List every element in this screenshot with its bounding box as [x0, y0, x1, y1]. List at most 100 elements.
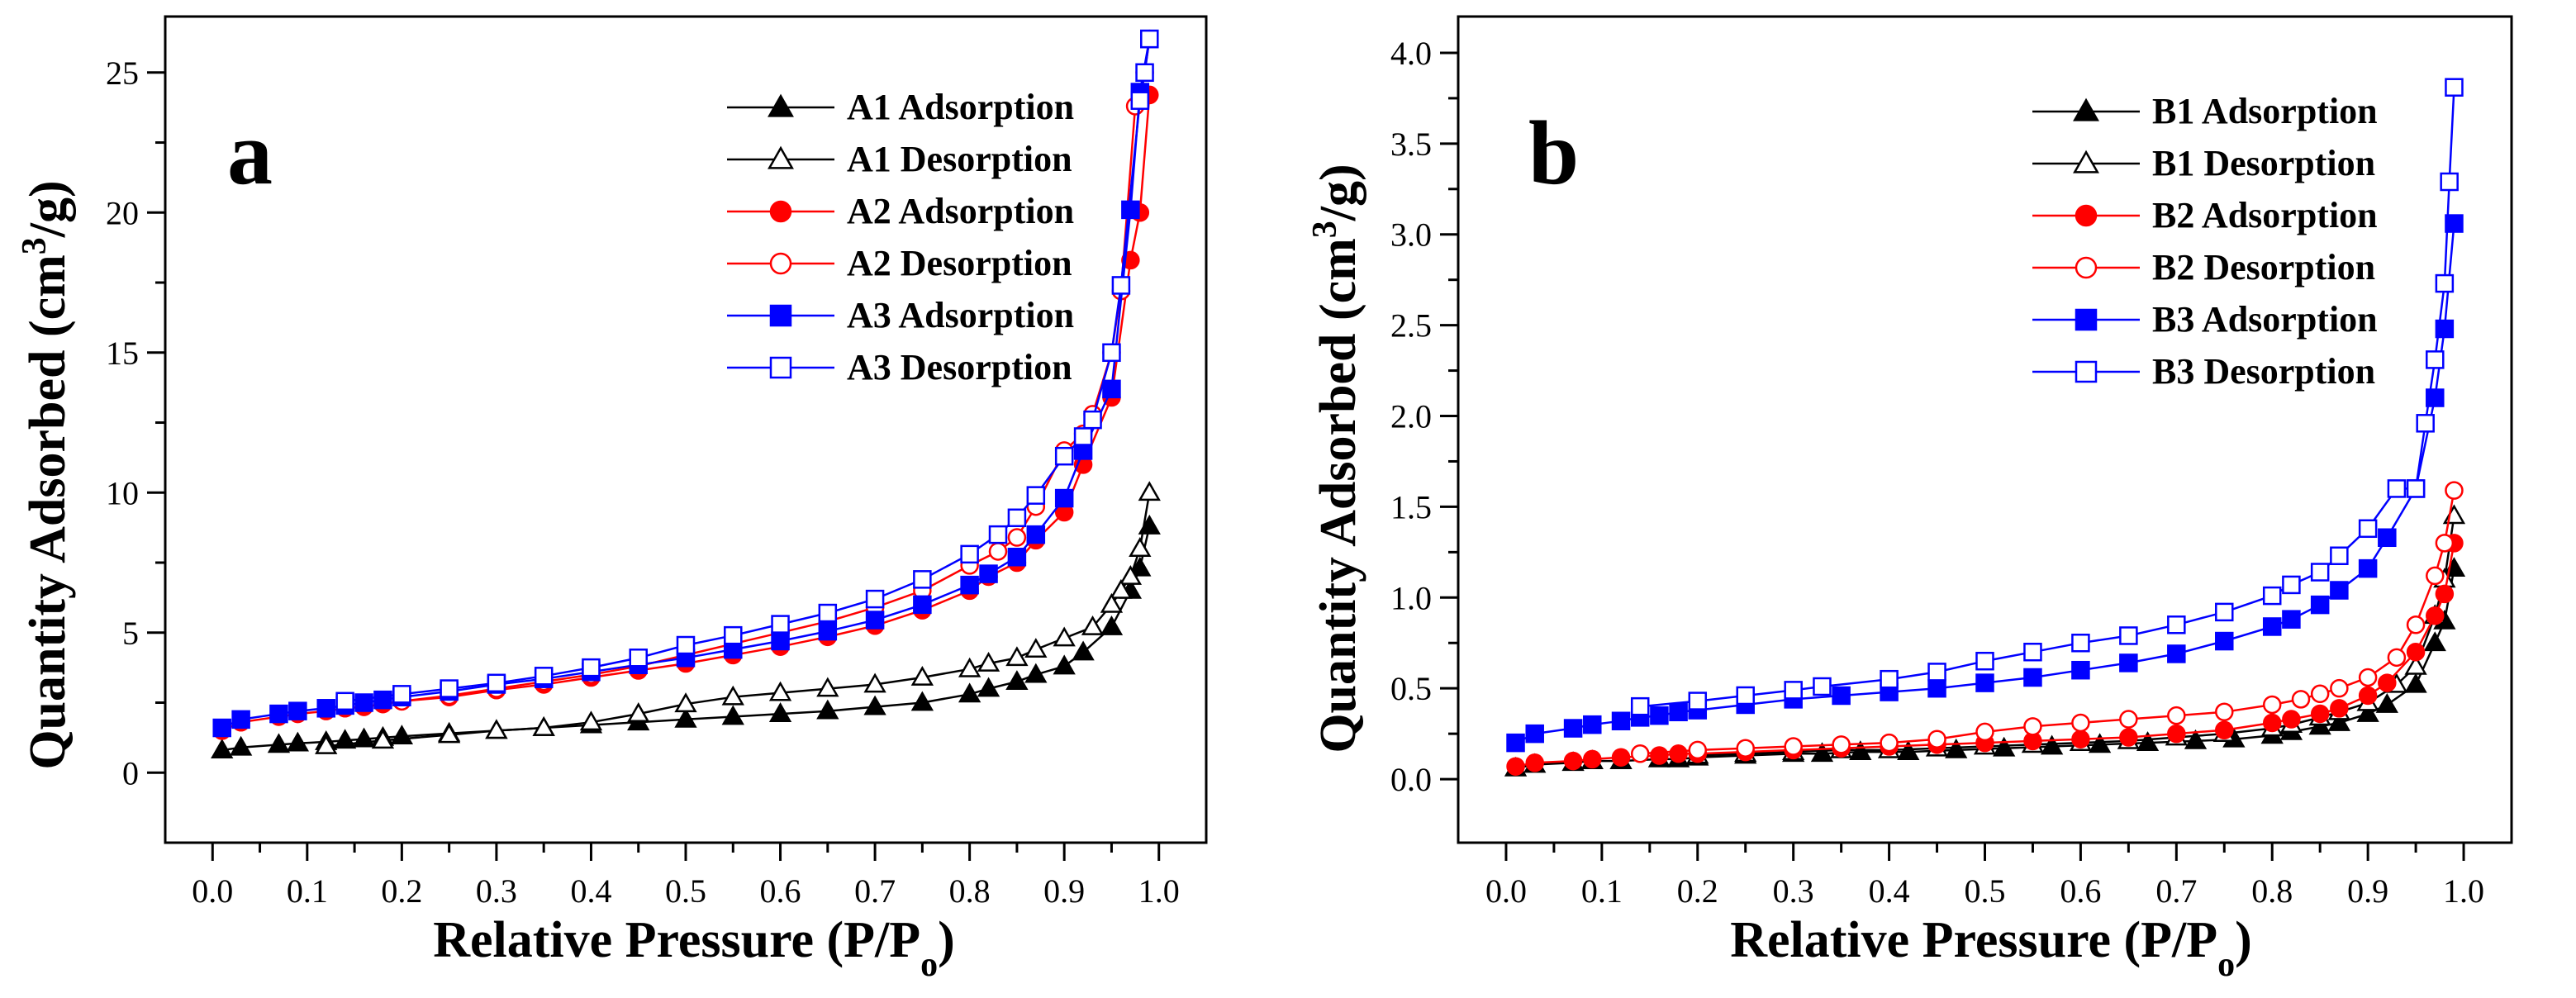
data-point-a3-desorption	[1026, 486, 1046, 505]
data-point-b3-adsorption	[2330, 581, 2349, 600]
data-point-b1-adsorption	[2327, 710, 2351, 731]
data-point-b3-desorption	[2445, 78, 2464, 97]
data-point-b3-adsorption	[2310, 595, 2330, 615]
data-point-b3-desorption	[2330, 546, 2349, 565]
data-point-a3-desorption	[1130, 91, 1150, 110]
data-point-b3-desorption	[2387, 479, 2407, 498]
data-point-b2-desorption	[1832, 735, 1851, 754]
x-tick-label: 0.9	[2347, 872, 2388, 910]
data-point-a1-desorption	[1024, 638, 1048, 658]
data-point-a3-desorption	[1073, 427, 1093, 446]
panel-b-axes: 0.0 0.1 0.2 0.3 0.4 0.5 0.6 0.7 0.8 0.9 1.0 0.0 0.5 1…	[1390, 15, 2513, 910]
x-tick-label: 0.3	[476, 872, 517, 910]
x-tick-label: 0.3	[1773, 872, 1814, 910]
data-point-a1-desorption	[1129, 537, 1152, 557]
data-point-a3-adsorption	[1026, 525, 1046, 544]
data-point-a1-adsorption	[910, 691, 934, 711]
data-point-a3-desorption	[1102, 343, 1121, 363]
data-point-b2-desorption	[2358, 668, 2378, 687]
data-point-b3-adsorption	[2282, 610, 2301, 629]
y-tick-label: 4.0	[1390, 35, 1432, 72]
data-point-a1-desorption	[579, 710, 603, 731]
x-tick-label: 0.6	[2060, 872, 2101, 910]
data-point-b1-adsorption	[1897, 740, 1920, 760]
legend-label-b3-desorption: B3 Desorption	[2152, 351, 2375, 392]
data-point-b1-adsorption	[1945, 738, 1968, 758]
panel-b-x-axis-label: Relative Pressure (P/Po)	[1730, 912, 2252, 984]
data-point-a1-adsorption	[229, 735, 253, 756]
data-point-b3-desorption	[1813, 677, 1832, 696]
y-tick-label: 20	[106, 194, 139, 231]
data-point-b3-desorption	[1975, 651, 1994, 671]
data-point-a3-desorption	[960, 544, 979, 564]
data-point-a1-adsorption	[721, 705, 744, 725]
x-tick-label: 0.0	[1485, 872, 1527, 910]
y-tick-label: 10	[106, 474, 139, 511]
data-point-b2-desorption	[2071, 713, 2090, 733]
data-point-b3-adsorption	[1650, 706, 1669, 725]
data-point-b3-adsorption	[2119, 653, 2138, 672]
data-point-a1-desorption	[1119, 564, 1143, 585]
data-point-a3-adsorption	[818, 621, 838, 641]
data-point-b3-desorption	[2406, 479, 2426, 498]
x-tick-label: 0.5	[665, 872, 706, 910]
data-point-b1-adsorption	[2088, 733, 2112, 753]
data-point-b3-desorption	[2426, 350, 2445, 369]
y-tick-label: 3.0	[1390, 216, 1432, 254]
panel-a-y-axis-label: Quantity Adsorbed (cm3/g)	[16, 180, 76, 769]
data-point-a1-desorption	[627, 702, 650, 722]
data-point-b2-desorption	[2426, 566, 2445, 586]
data-point-a3-adsorption	[960, 575, 979, 595]
legend-marker-a1-adsorption	[768, 93, 794, 117]
data-point-a3-desorption	[582, 658, 601, 677]
data-point-a3-desorption	[534, 667, 554, 686]
data-point-b1-adsorption	[2356, 701, 2379, 722]
x-tick-label: 0.8	[2251, 872, 2293, 910]
data-point-a1-desorption	[863, 672, 886, 693]
data-point-b2-desorption	[2310, 684, 2330, 704]
data-point-b2-adsorption	[1563, 751, 1583, 771]
data-point-b2-adsorption	[2406, 642, 2426, 662]
legend-marker-b2-desorption	[2075, 256, 2098, 279]
y-tick-label: 5	[122, 615, 139, 652]
data-point-a1-desorption	[1005, 646, 1029, 667]
data-point-a3-desorption	[629, 649, 648, 668]
data-point-b1-adsorption	[2423, 631, 2446, 652]
data-point-b2-desorption	[1688, 740, 1708, 760]
data-point-b3-desorption	[2282, 575, 2301, 595]
x-tick-label: 1.0	[1138, 872, 1180, 910]
data-point-b2-adsorption	[2167, 724, 2186, 744]
data-point-b1-adsorption	[2375, 692, 2398, 713]
data-point-b2-adsorption	[2262, 713, 2282, 733]
series-line-b1-desorption	[1697, 516, 2455, 757]
data-point-a1-adsorption	[977, 677, 1000, 697]
data-point-a1-adsorption	[211, 739, 234, 759]
data-point-a3-adsorption	[231, 710, 250, 729]
data-point-a1-adsorption	[768, 702, 792, 722]
data-point-a3-adsorption	[316, 699, 335, 718]
x-tick-label: 0.1	[287, 872, 328, 910]
data-point-b2-desorption	[2445, 481, 2464, 500]
data-point-a1-desorption	[1138, 481, 1161, 501]
data-point-b2-adsorption	[2282, 710, 2301, 729]
data-point-a1-adsorption	[1024, 663, 1048, 683]
data-point-b3-adsorption	[1583, 715, 1602, 734]
data-point-b2-desorption	[2215, 702, 2234, 722]
y-tick-label: 1.5	[1390, 488, 1432, 525]
data-point-a1-desorption	[1081, 615, 1105, 635]
data-point-b2-adsorption	[1669, 744, 1688, 763]
data-point-b3-adsorption	[1611, 711, 1631, 730]
data-point-a1-adsorption	[267, 733, 291, 753]
data-point-b2-desorption	[2119, 710, 2138, 729]
data-point-a3-desorption	[1083, 410, 1102, 430]
y-tick-label: 25	[106, 55, 139, 92]
data-point-b1-desorption	[2404, 654, 2427, 675]
data-point-a1-desorption	[977, 652, 1000, 672]
x-tick-label: 0.0	[192, 872, 233, 910]
data-point-b3-desorption	[1927, 663, 1946, 682]
data-point-b2-adsorption	[2378, 673, 2397, 692]
data-point-b3-adsorption	[2215, 631, 2234, 651]
data-point-a3-desorption	[392, 685, 411, 704]
data-point-a1-adsorption	[958, 682, 981, 703]
data-point-b1-adsorption	[2136, 731, 2160, 751]
